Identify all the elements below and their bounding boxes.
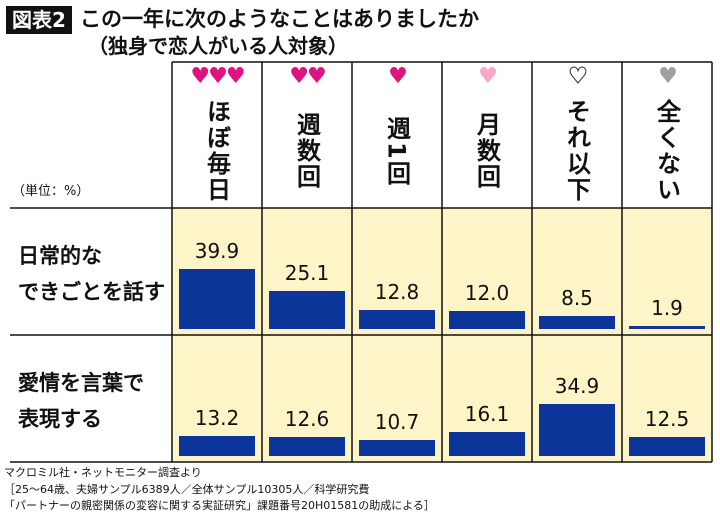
chart-title: この一年に次のようなことはありましたか — [80, 7, 479, 31]
data-label: 12.6 — [284, 407, 330, 432]
column-label: 月数回 — [472, 112, 501, 190]
row-label: 表現する — [18, 407, 102, 431]
bar — [269, 291, 345, 329]
data-label: 16.1 — [464, 401, 510, 426]
column-label: ほぼ毎日 — [202, 99, 231, 203]
bar — [629, 326, 705, 329]
data-label: 12.8 — [374, 279, 420, 304]
data-label: 25.1 — [284, 261, 330, 286]
bar — [359, 439, 435, 456]
column-header: ♥♥ 週数回 — [262, 64, 352, 206]
column-header: ♥ 全くない — [622, 64, 712, 206]
heart-icon: ♥ — [478, 64, 498, 89]
footnote-sample: ［25〜64歳、夫婦サンプル6389人／全体サンプル10305人／科学研究費 — [4, 483, 370, 496]
column-label: 週1回 — [382, 115, 411, 187]
column-header: ♥ 月数回 — [442, 64, 532, 206]
data-label: 1.9 — [651, 296, 683, 321]
table-cell — [622, 208, 712, 335]
footnote-source: マクロミル社・ネットモニター調査より — [4, 466, 202, 479]
bar — [539, 403, 615, 456]
heart-icon: ♥ — [568, 64, 589, 90]
column-header: ♥ 週1回 — [352, 64, 442, 206]
heart-icon: ♥ — [658, 64, 678, 89]
data-label: 8.5 — [561, 286, 593, 311]
unit-label: （単位：%） — [12, 184, 90, 199]
heart-icon: ♥♥ — [289, 64, 326, 89]
bar — [269, 437, 345, 456]
heart-icon: ♥ — [388, 64, 408, 89]
bar — [449, 431, 525, 456]
row-label: 日常的な — [18, 244, 102, 268]
data-label: 12.0 — [464, 281, 510, 305]
data-label: 12.5 — [644, 407, 690, 432]
footnote-grant: 「パートナーの親密関係の変容に関する実証研究」課題番号20H01581の助成によ… — [4, 499, 435, 512]
bar — [629, 437, 705, 456]
column-header: ♥♥♥ ほぼ毎日 — [172, 64, 262, 206]
chart-subtitle: （独身で恋人がいる人対象） — [88, 34, 348, 58]
column-header: ♥ それ以下 — [532, 64, 622, 206]
bar — [539, 316, 615, 329]
data-label: 34.9 — [554, 373, 600, 398]
heart-icon: ♥♥♥ — [190, 64, 245, 89]
data-label: 10.7 — [374, 409, 420, 434]
column-label: それ以下 — [562, 99, 591, 203]
row-label: できごとを話す — [18, 280, 165, 304]
figure-badge: 図表2 — [6, 6, 72, 34]
bar — [179, 436, 255, 456]
bar — [179, 269, 255, 329]
data-label: 39.9 — [194, 239, 240, 264]
bar — [449, 311, 525, 329]
bar — [359, 309, 435, 329]
row-label: 愛情を言葉で — [18, 371, 144, 395]
column-label: 全くない — [652, 99, 681, 203]
column-label: 週数回 — [292, 112, 321, 190]
data-label: 13.2 — [194, 406, 240, 431]
table-cell — [532, 208, 622, 335]
